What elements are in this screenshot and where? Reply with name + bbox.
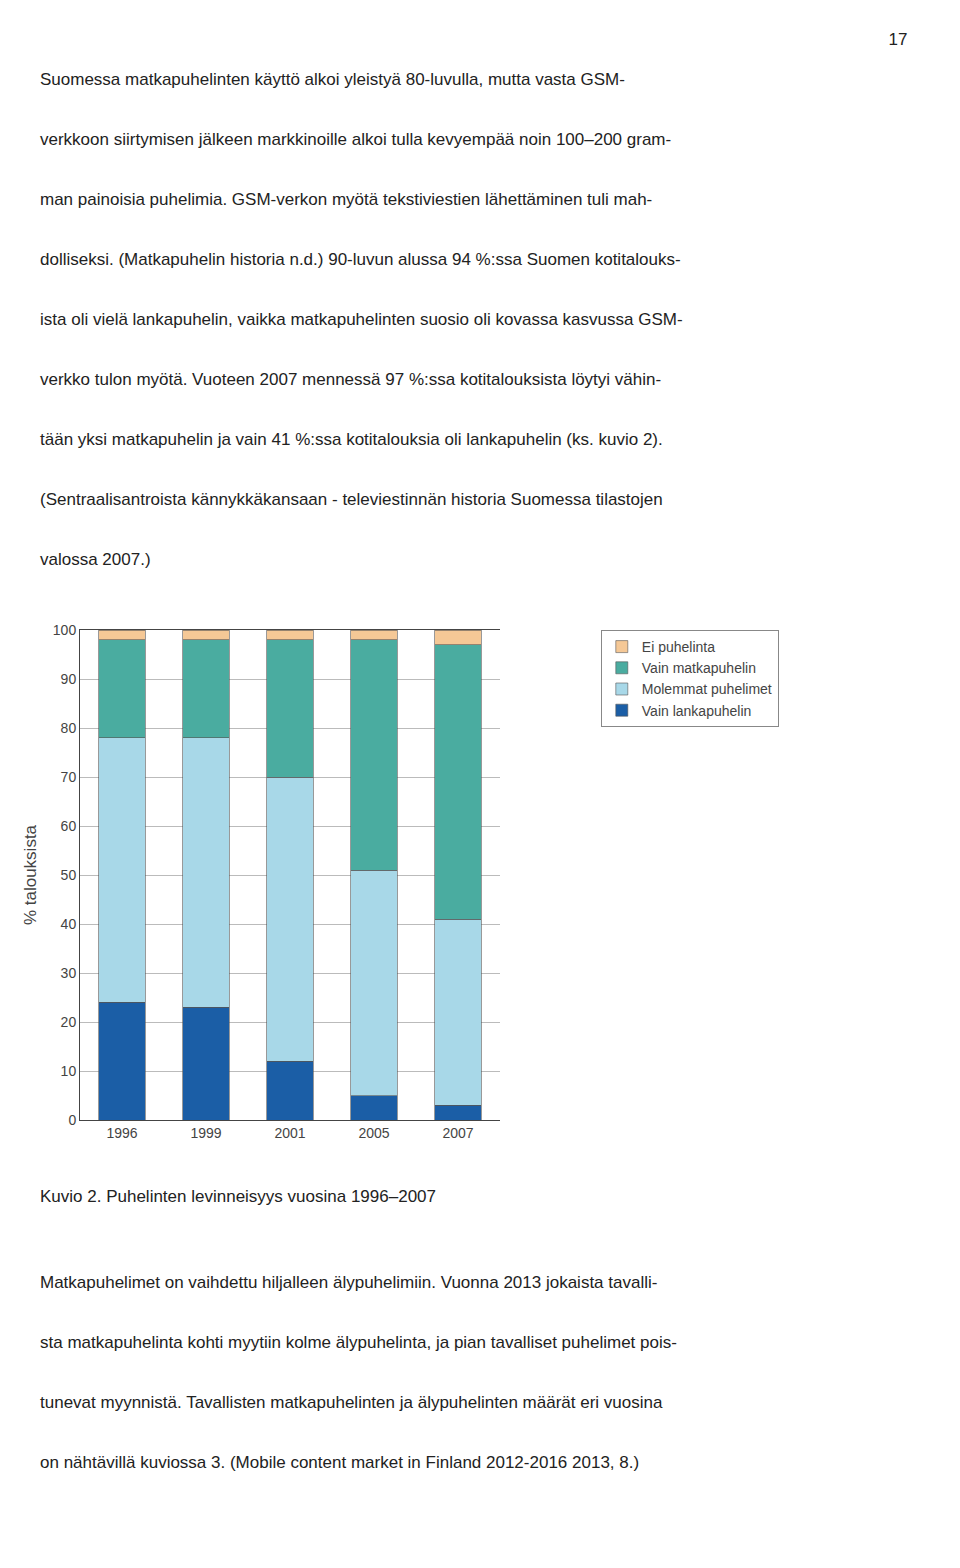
svg-text:1999: 1999 <box>190 1125 221 1141</box>
svg-text:1996: 1996 <box>106 1125 137 1141</box>
html-text:sta matkapuhelinta kohti myyti: sta matkapuhelinta kohti myytiin kolme ä… <box>40 1333 677 1352</box>
html-text:man painoisia puhelimia. GSM-v: man painoisia puhelimia. GSM-verkon myöt… <box>40 190 653 209</box>
html-text:Suomessa matkapuhelinten käytt: Suomessa matkapuhelinten käyttö alkoi yl… <box>40 70 625 89</box>
html-text:(Sentraalisantroista kännykkäk: (Sentraalisantroista kännykkäkansaan - t… <box>40 490 663 509</box>
svg-text:2001: 2001 <box>274 1125 305 1141</box>
html-text:Matkapuhelimet on vaihdettu hi: Matkapuhelimet on vaihdettu hiljalleen ä… <box>40 1273 658 1292</box>
svg-text:0: 0 <box>68 1112 76 1128</box>
svg-text:Ei puhelinta: Ei puhelinta <box>642 639 715 655</box>
svg-text:2007: 2007 <box>442 1125 473 1141</box>
html-text:verkko tulon myötä. Vuoteen 20: verkko tulon myötä. Vuoteen 2007 menness… <box>40 370 662 389</box>
svg-text:% talouksista: % talouksista <box>21 824 40 925</box>
svg-text:100: 100 <box>53 622 77 638</box>
html-text:dolliseksi. (Matkapuhelin hist: dolliseksi. (Matkapuhelin historia n.d.)… <box>40 250 681 269</box>
svg-text:20: 20 <box>61 1014 77 1030</box>
html-text:Kuvio 2. Puhelinten levinneisy: Kuvio 2. Puhelinten levinneisyys vuosina… <box>40 1187 436 1206</box>
html-text:verkkoon siirtymisen jälkeen m: verkkoon siirtymisen jälkeen markkinoill… <box>40 130 672 149</box>
svg-text:Vain matkapuhelin: Vain matkapuhelin <box>642 660 756 676</box>
svg-text:80: 80 <box>61 720 77 736</box>
html-text:ista oli vielä lankapuhelin, v: ista oli vielä lankapuhelin, vaikka matk… <box>40 310 683 329</box>
svg-text:60: 60 <box>61 818 77 834</box>
svg-text:50: 50 <box>61 867 77 883</box>
svg-text:90: 90 <box>61 671 77 687</box>
html-text:17: 17 <box>888 30 908 49</box>
html-text:on nähtävillä kuviossa 3. (Mob: on nähtävillä kuviossa 3. (Mobile conten… <box>40 1453 640 1472</box>
html-text:tunevat myynnistä. Tavallisten: tunevat myynnistä. Tavallisten matkapuhe… <box>40 1393 663 1412</box>
html-text:tään yksi matkapuhelin ja vain: tään yksi matkapuhelin ja vain 41 %:ssa … <box>40 430 663 449</box>
svg-text:Molemmat puhelimet: Molemmat puhelimet <box>642 681 772 697</box>
html-text:valossa 2007.): valossa 2007.) <box>40 550 151 569</box>
svg-text:Vain lankapuhelin: Vain lankapuhelin <box>642 703 752 719</box>
svg-text:10: 10 <box>61 1063 77 1079</box>
svg-text:2005: 2005 <box>358 1125 389 1141</box>
svg-text:40: 40 <box>61 916 77 932</box>
svg-text:70: 70 <box>61 769 77 785</box>
svg-text:30: 30 <box>61 965 77 981</box>
